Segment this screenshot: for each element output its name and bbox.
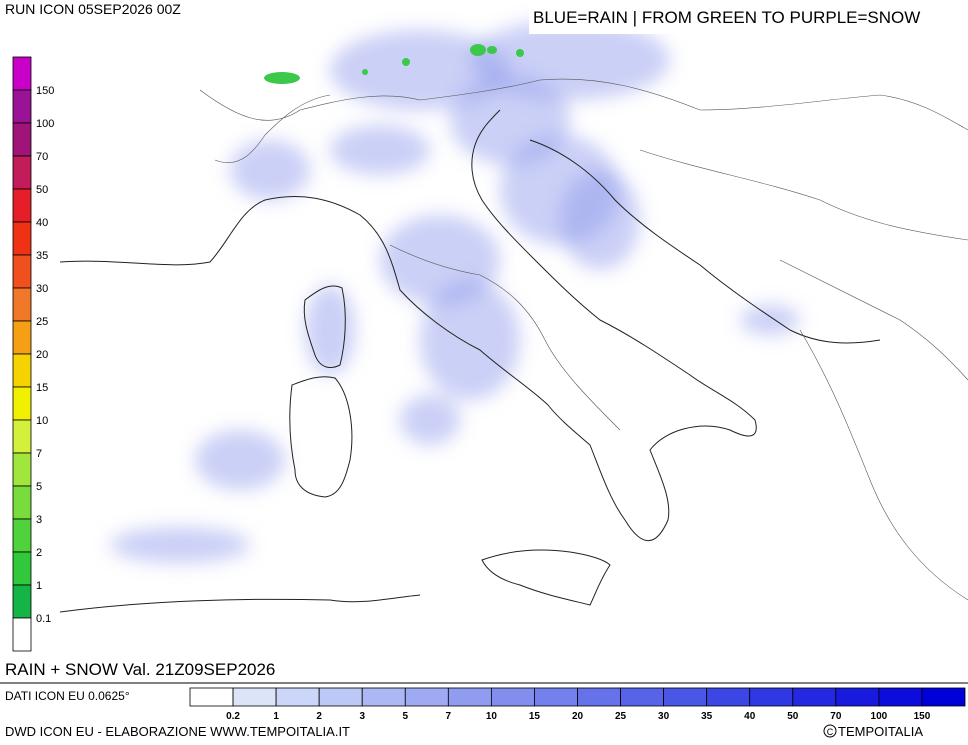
snow-label: 7 bbox=[36, 448, 42, 460]
snow-label: 3 bbox=[36, 514, 42, 526]
rain-swatch bbox=[361, 687, 406, 707]
rain-scale: 0.2 1 2 3 5 7 10 15 20 25 30 35 40 50 70 100 150 bbox=[189, 687, 966, 722]
snow-label: 50 bbox=[36, 184, 48, 196]
rain-label: 150 bbox=[914, 711, 931, 722]
coastlines bbox=[59, 109, 881, 613]
rain-label: 70 bbox=[830, 711, 842, 722]
snow-label: 150 bbox=[36, 85, 54, 97]
data-source: DATI ICON EU 0.0625° bbox=[5, 689, 130, 703]
snow-label: 25 bbox=[36, 316, 48, 328]
snow-spots bbox=[264, 44, 524, 84]
snow-swatch bbox=[12, 452, 32, 487]
copyright-c: C bbox=[827, 727, 834, 737]
snow-swatch bbox=[12, 221, 32, 256]
rain-swatch bbox=[835, 687, 880, 707]
rain-label: 100 bbox=[871, 711, 888, 722]
snow-swatch bbox=[12, 386, 32, 421]
rain-label: 0.2 bbox=[226, 711, 240, 722]
snow-swatch bbox=[12, 89, 32, 124]
rain-label: 25 bbox=[615, 711, 627, 722]
credit: DWD ICON EU - ELABORAZIONE WWW.TEMPOITAL… bbox=[5, 724, 350, 739]
precipitation bbox=[110, 20, 800, 563]
copyright: TEMPOITALIA bbox=[838, 724, 923, 739]
rain-label: 35 bbox=[701, 711, 713, 722]
run-label: RUN ICON 05SEP2026 00Z bbox=[5, 1, 181, 17]
rain-swatch bbox=[921, 687, 966, 707]
snow-swatch bbox=[12, 254, 32, 289]
rain-swatch bbox=[232, 687, 277, 707]
snow-swatch bbox=[12, 56, 32, 91]
rain-label: 40 bbox=[744, 711, 756, 722]
rain-swatch bbox=[792, 687, 837, 707]
rain-label: 20 bbox=[572, 711, 584, 722]
rain-swatch bbox=[447, 687, 492, 707]
validity: RAIN + SNOW Val. 21Z09SEP2026 bbox=[5, 660, 275, 679]
rain-swatch bbox=[490, 687, 535, 707]
snow-label: 100 bbox=[36, 118, 54, 130]
copyright-icon bbox=[823, 724, 837, 738]
snow-swatch bbox=[12, 320, 32, 355]
snow-label: 35 bbox=[36, 250, 48, 262]
rain-swatch bbox=[620, 687, 665, 707]
rain-label: 15 bbox=[529, 711, 541, 722]
snow-label: 2 bbox=[36, 547, 42, 559]
snow-swatch bbox=[12, 188, 32, 223]
snow-label: 20 bbox=[36, 349, 48, 361]
snow-swatch bbox=[12, 122, 32, 157]
rain-label: 10 bbox=[486, 711, 498, 722]
snow-swatch bbox=[12, 419, 32, 454]
rain-swatch bbox=[275, 687, 320, 707]
snow-swatch bbox=[12, 617, 32, 652]
snow-swatch bbox=[12, 287, 32, 322]
rain-swatch bbox=[749, 687, 794, 707]
snow-swatch bbox=[12, 518, 32, 553]
snow-scale: 150 100 70 50 40 35 30 25 20 15 10 7 5 3 2 1 0.1 bbox=[12, 56, 54, 652]
borders bbox=[199, 78, 968, 601]
rain-swatch bbox=[534, 687, 578, 707]
legend-note: BLUE=RAIN | FROM GREEN TO PURPLE=SNOW bbox=[533, 8, 920, 27]
rain-swatch bbox=[318, 687, 363, 707]
snow-swatch bbox=[12, 551, 32, 586]
rain-swatch bbox=[878, 687, 923, 707]
legend-note-box bbox=[529, 0, 968, 34]
snow-swatch bbox=[12, 155, 32, 190]
snow-label: 30 bbox=[36, 283, 48, 295]
snow-label: 70 bbox=[36, 151, 48, 163]
rain-swatch bbox=[663, 687, 708, 707]
rain-label: 3 bbox=[359, 711, 365, 722]
rain-label: 2 bbox=[316, 711, 322, 722]
rain-swatch bbox=[706, 687, 751, 707]
snow-label: 15 bbox=[36, 382, 48, 394]
rain-label: 50 bbox=[787, 711, 799, 722]
rain-label: 1 bbox=[273, 711, 279, 722]
rain-label: 5 bbox=[402, 711, 408, 722]
snow-swatch bbox=[12, 584, 32, 619]
snow-label: 0.1 bbox=[36, 613, 51, 625]
snow-swatch bbox=[12, 353, 32, 388]
rain-label: 7 bbox=[446, 711, 452, 722]
snow-swatch bbox=[12, 485, 32, 520]
rain-swatch bbox=[404, 687, 449, 707]
snow-label: 5 bbox=[36, 481, 42, 493]
rain-swatch bbox=[577, 687, 621, 707]
snow-label: 1 bbox=[36, 580, 42, 592]
rain-swatch bbox=[189, 687, 234, 707]
snow-label: 40 bbox=[36, 217, 48, 229]
rain-label: 30 bbox=[658, 711, 670, 722]
snow-label: 10 bbox=[36, 415, 48, 427]
